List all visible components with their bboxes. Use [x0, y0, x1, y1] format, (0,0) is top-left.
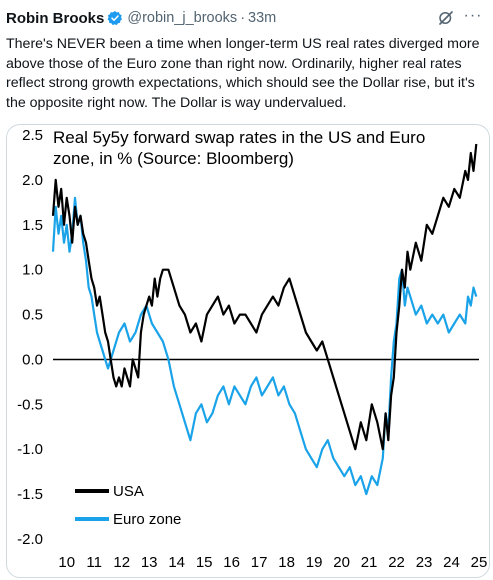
x-tick-label: 19: [306, 554, 323, 571]
x-tick-label: 16: [223, 554, 240, 571]
y-tick-label: 2.5: [22, 127, 43, 144]
x-tick-label: 21: [361, 554, 378, 571]
author-handle[interactable]: @robin_j_brooks: [127, 10, 238, 26]
x-tick-label: 11: [86, 554, 102, 571]
x-tick-label: 15: [196, 554, 213, 571]
y-tick-label: -1.5: [17, 486, 43, 503]
legend: USA Euro zone: [75, 483, 181, 528]
legend-label: USA: [113, 483, 144, 500]
grok-icon[interactable]: [437, 9, 455, 27]
x-tick-label: 18: [278, 554, 295, 571]
x-axis: 10 11 12 13 14 15 16 17 18 19 20 21 22 23 24 25: [58, 554, 487, 571]
x-tick-label: 10: [58, 554, 75, 571]
y-tick-label: -0.5: [17, 396, 43, 413]
chart-title-line-1: Real 5y5y forward swap rates in the US a…: [53, 128, 425, 147]
x-tick-label: 20: [333, 554, 350, 571]
y-tick-label: 1.0: [22, 262, 43, 279]
y-tick-label: 1.5: [22, 217, 43, 234]
x-tick-label: 25: [471, 554, 488, 571]
tweet-text: There's NEVER been a time when longer-te…: [6, 36, 480, 111]
series-lines: [51, 143, 478, 496]
series-line-euro-zone: [51, 196, 478, 496]
series-line-usa: [51, 143, 478, 451]
chart: Real 5y5y forward swap rates in the US a…: [17, 127, 487, 571]
tweet-header: Robin Brooks @robin_j_brooks · 33m ···: [6, 6, 487, 30]
legend-label: Euro zone: [113, 511, 181, 528]
tweet-timestamp[interactable]: 33m: [248, 10, 277, 26]
x-tick-label: 14: [168, 554, 185, 571]
x-tick-label: 13: [141, 554, 158, 571]
x-tick-label: 17: [251, 554, 268, 571]
y-tick-label: -2.0: [17, 531, 43, 548]
x-tick-label: 22: [388, 554, 405, 571]
y-tick-label: -1.0: [17, 441, 43, 458]
chart-title: Real 5y5y forward swap rates in the US a…: [53, 128, 425, 168]
chart-title-line-2: zone, in % (Source: Bloomberg): [53, 149, 294, 168]
y-axis: 2.5 2.0 1.5 1.0 0.5 0.0 -0.5 -1.0 -1.5 -2.0: [17, 127, 43, 548]
more-options-icon[interactable]: ···: [463, 7, 483, 24]
y-tick-label: 0.0: [22, 351, 43, 368]
x-tick-label: 24: [443, 554, 460, 571]
x-tick-label: 12: [113, 554, 130, 571]
y-tick-label: 0.5: [22, 307, 43, 324]
verified-badge-icon: [107, 11, 123, 26]
separator-dot: ·: [240, 10, 246, 26]
chart-image[interactable]: Real 5y5y forward swap rates in the US a…: [6, 124, 490, 578]
y-tick-label: 2.0: [22, 172, 43, 189]
x-tick-label: 23: [416, 554, 433, 571]
author-name[interactable]: Robin Brooks: [6, 9, 105, 27]
